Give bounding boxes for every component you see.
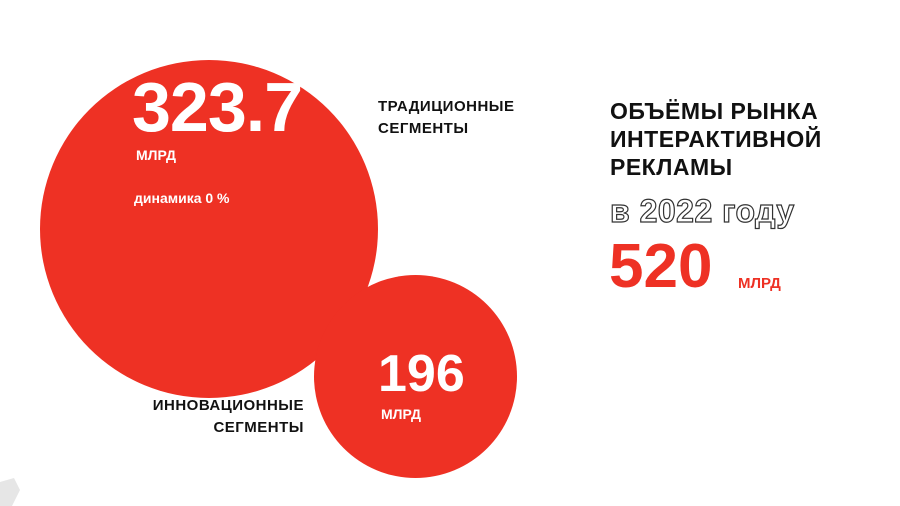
innovative-label-line-2: СЕГМЕНТЫ [213,419,304,436]
title-line-1: ОБЪЁМЫ РЫНКА [610,98,819,124]
traditional-segments-label: ТРАДИЦИОННЫЕ СЕГМЕНТЫ [378,96,514,140]
corner-decoration [0,478,20,506]
page-title: ОБЪЁМЫ РЫНКА ИНТЕРАКТИВНОЙ РЕКЛАМЫ [610,97,890,181]
innovative-label-line-1: ИННОВАЦИОННЫЕ [152,397,304,414]
traditional-label-line-2: СЕГМЕНТЫ [378,120,469,137]
innovative-unit-label: МЛРД [381,406,421,422]
total-unit: МЛРД [738,275,781,292]
innovative-value-label: 196 [378,345,465,403]
bubble-innovative [314,275,517,478]
traditional-dynamics-note: динамика 0 % [134,190,230,206]
innovative-segments-label: ИННОВАЦИОННЫЕ СЕГМЕНТЫ [153,395,304,439]
total-value: 520 [609,232,713,301]
traditional-label-line-1: ТРАДИЦИОННЫЕ [378,98,515,115]
year-label: в 2022 году [609,192,795,229]
traditional-value-label: 323.7 [132,68,303,146]
traditional-unit-label: МЛРД [136,147,176,163]
title-line-2: ИНТЕРАКТИВНОЙ [610,126,822,152]
title-line-3: РЕКЛАМЫ [610,154,733,180]
